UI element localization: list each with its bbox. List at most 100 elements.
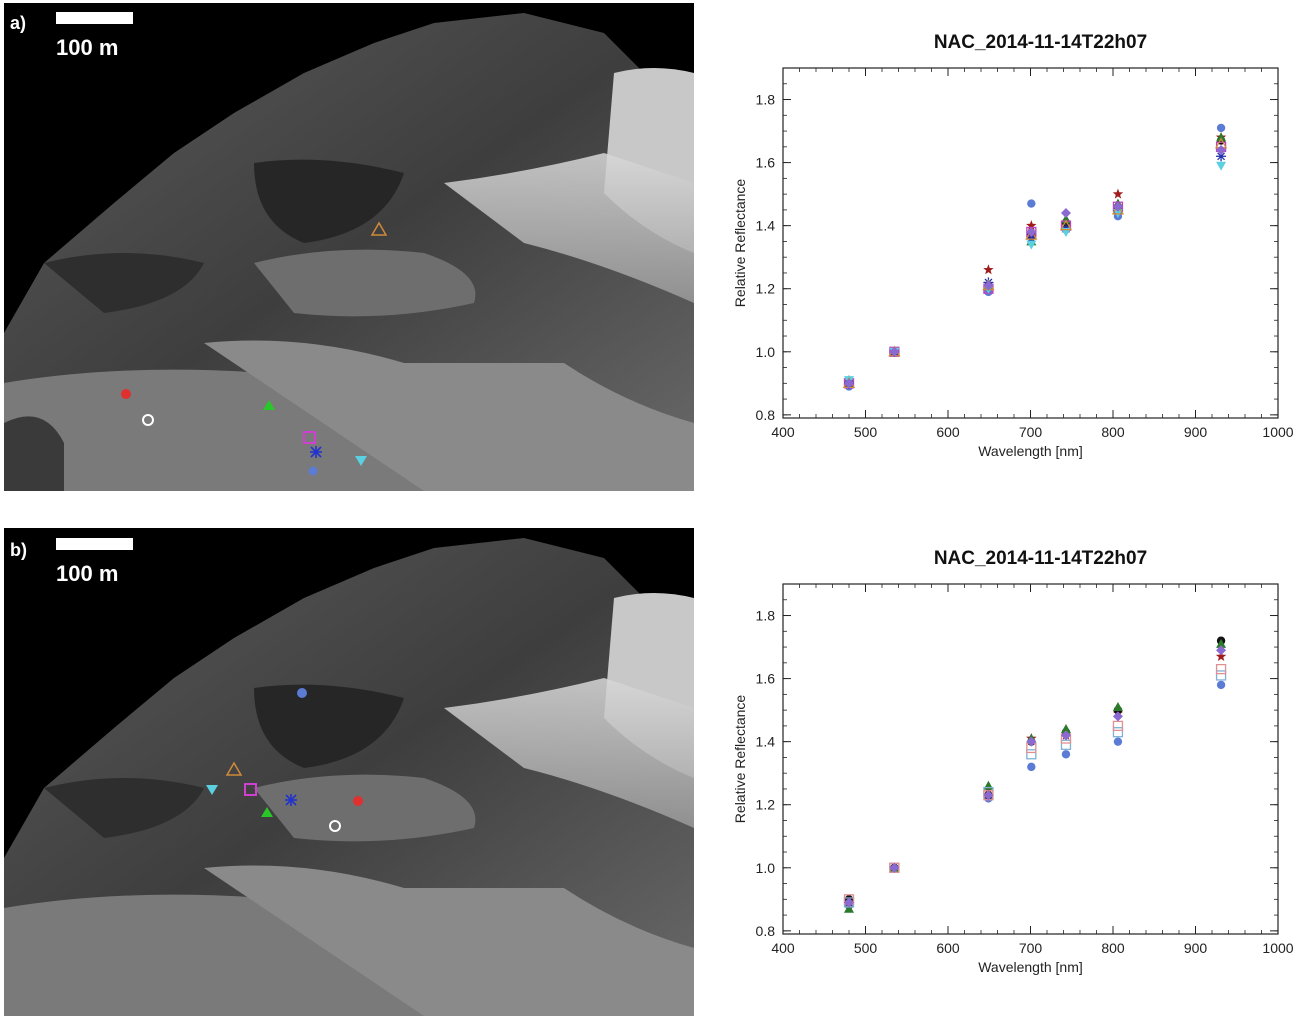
panel-b: b) 100 m NAC_2014-11-14T22h07 400 500 600 70… [0, 516, 1312, 1016]
data-point [1216, 645, 1227, 656]
x-tick-label: 600 [936, 940, 960, 956]
series-4 [843, 670, 1227, 908]
chart-b: NAC_2014-11-14T22h07 400 500 600 700 800 900 10… [700, 516, 1312, 1016]
data-point [844, 897, 854, 908]
y-tick-label: 1.2 [756, 281, 776, 297]
y-tick-label: 1.8 [756, 608, 776, 624]
comet-image-a: a) 100 m [4, 3, 694, 491]
y-tick-label: 1.0 [756, 344, 776, 360]
y-tick-label: 1.4 [756, 218, 776, 234]
scale-bar-b [56, 538, 133, 550]
series-2 [844, 636, 1226, 904]
data-point [1112, 701, 1123, 711]
series-5 [844, 151, 1227, 389]
y-tick-label: 1.4 [756, 734, 776, 750]
series-0 [844, 680, 1226, 910]
data-point [889, 862, 900, 873]
chart-title: NAC_2014-11-14T22h07 [934, 548, 1147, 569]
x-tick-label: 1000 [1262, 940, 1293, 956]
data-point [1026, 240, 1037, 250]
data-point [1026, 736, 1037, 747]
data-point [1026, 220, 1037, 231]
x-axis-label: Wavelength [nm] [978, 443, 1083, 459]
x-axis-label: Wavelength [nm] [978, 959, 1083, 975]
y-axis-label: Relative Reflectance [732, 695, 748, 824]
data-point [1216, 680, 1226, 690]
series-7 [842, 137, 1228, 388]
comet-image-b: b) 100 m [4, 528, 694, 1016]
data-point [983, 780, 994, 790]
data-point [1216, 161, 1227, 171]
x-tick-label: 500 [854, 940, 878, 956]
data-point [1061, 750, 1071, 759]
data-point [1216, 144, 1227, 155]
series-4 [843, 141, 1227, 389]
scale-bar-a [56, 12, 133, 24]
x-tick-label: 800 [1101, 940, 1125, 956]
data-point [1215, 651, 1227, 661]
data-point [1026, 749, 1037, 760]
chart-svg-b: NAC_2014-11-14T22h07 400 500 600 700 800 900 10… [732, 548, 1294, 975]
series-1 [843, 131, 1227, 388]
data-point [1060, 208, 1071, 219]
data-point [844, 378, 854, 389]
x-tick-label: 800 [1101, 424, 1125, 440]
x-tick-label: 700 [1019, 940, 1043, 956]
x-tick-label: 900 [1184, 424, 1208, 440]
y-tick-label: 1.6 [756, 671, 776, 687]
series-2 [844, 136, 1226, 388]
data-point [1060, 730, 1071, 741]
x-tick-label: 500 [854, 424, 878, 440]
data-point [1060, 739, 1072, 750]
data-point [889, 346, 900, 357]
data-point [1215, 670, 1227, 681]
data-point [1112, 201, 1123, 212]
y-tick-label: 1.2 [756, 797, 776, 813]
data-point [1112, 720, 1124, 732]
panel-label-b: b) [10, 540, 27, 560]
series-6 [844, 645, 1227, 908]
chart-title: NAC_2014-11-14T22h07 [934, 32, 1147, 53]
data-point [1216, 638, 1227, 648]
data-point [983, 790, 994, 801]
series-3 [844, 638, 1227, 913]
panel-a: a) 100 m NAC_2014-11-14T22h07 400 500 600 70… [0, 0, 1312, 500]
y-tick-label: 1.8 [756, 92, 776, 108]
data-point [1027, 762, 1036, 772]
y-axis-label: Relative Reflectance [732, 179, 748, 308]
panel-label-a: a) [10, 13, 26, 33]
series-0 [844, 123, 1226, 391]
data-point [1026, 226, 1037, 237]
data-point [1060, 724, 1071, 734]
data-point [983, 264, 994, 275]
x-tick-label: 600 [936, 424, 960, 440]
data-point [1112, 711, 1123, 722]
data-point [1025, 228, 1038, 240]
data-point [1027, 199, 1036, 208]
series-8 [844, 144, 1227, 389]
comet-photo-b: b) 100 m [4, 528, 694, 1016]
chart-a: NAC_2014-11-14T22h07 400 500 600 700 800 900 10… [700, 0, 1312, 500]
data-point [1113, 737, 1123, 746]
scale-label-b: 100 m [56, 561, 118, 586]
data-point [1215, 663, 1227, 675]
x-tick-label: 400 [771, 940, 795, 956]
x-tick-label: 400 [771, 424, 795, 440]
y-tick-label: 0.8 [756, 407, 776, 423]
data-point [1216, 123, 1226, 133]
comet-photo-a: a) 100 m [4, 3, 694, 491]
x-tick-label: 1000 [1262, 424, 1293, 440]
data-point [844, 903, 854, 913]
data-point [983, 280, 994, 291]
x-tick-label: 900 [1184, 940, 1208, 956]
series-1 [843, 651, 1227, 907]
data-point [1112, 727, 1124, 738]
series-3 [844, 132, 1227, 385]
data-point [1216, 132, 1227, 142]
y-tick-label: 0.8 [756, 923, 776, 939]
series-6 [844, 161, 1227, 386]
chart-svg-a: NAC_2014-11-14T22h07 400 500 600 700 800 900 10… [732, 32, 1294, 459]
series-5 [843, 663, 1227, 905]
x-tick-label: 700 [1019, 424, 1043, 440]
data-point [1111, 203, 1125, 215]
